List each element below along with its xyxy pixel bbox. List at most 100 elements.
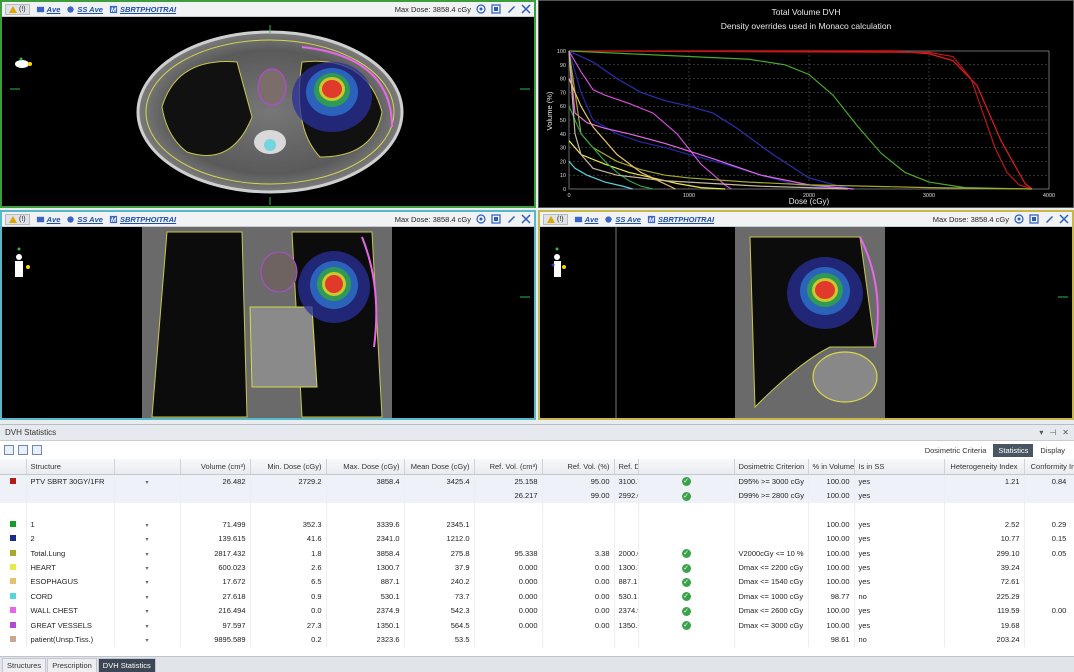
- fit-icon[interactable]: [491, 4, 501, 14]
- dropdown-icon[interactable]: ▾: [145, 479, 149, 486]
- tab-statistics[interactable]: Statistics: [993, 443, 1034, 457]
- dropdown-icon[interactable]: ▾: [145, 594, 149, 601]
- table-row[interactable]: PTV SBRT 30GY/1FR ▾ 26.482 2729.2 3858.4 3425…: [0, 474, 1074, 489]
- ss-ave-link[interactable]: SS Ave: [66, 215, 103, 224]
- dvh-curve[interactable]: [568, 50, 851, 190]
- table-row[interactable]: patient(Unsp.Tiss.) ▾ 9895.589 0.2 2323.6 53.…: [0, 632, 1074, 647]
- dvh-curve[interactable]: [568, 50, 732, 190]
- col-header[interactable]: Max. Dose (cGy): [326, 459, 405, 475]
- ave-link[interactable]: Ave: [574, 215, 598, 224]
- fit-icon[interactable]: [491, 214, 501, 224]
- dvh-curve[interactable]: [568, 105, 654, 190]
- dvh-curve[interactable]: [568, 50, 1033, 190]
- dvh-curve[interactable]: [568, 140, 726, 190]
- dvh-curve[interactable]: [568, 50, 855, 190]
- coronal-viewport[interactable]: (!) Ave SS Ave M SBRTPHOITRAI Max Dose: 3…: [0, 210, 536, 420]
- dropdown-icon[interactable]: ▾: [145, 522, 149, 529]
- tab-structures[interactable]: Structures: [2, 658, 47, 672]
- export-icon[interactable]: [4, 445, 14, 455]
- plan-link[interactable]: M SBRTPHOITRAI: [109, 214, 177, 224]
- table-row[interactable]: Total.Lung ▾ 2817.432 1.8 3858.4 275.8 95.338 3…: [0, 545, 1074, 561]
- col-header[interactable]: Ref. Vol. (cm³): [474, 459, 543, 475]
- pencil-icon[interactable]: [506, 4, 516, 14]
- table-row[interactable]: WALL CHEST ▾ 216.494 0.0 2374.9 542.3 0.000 0.0…: [0, 603, 1074, 618]
- panel-close-button[interactable]: ✕: [1062, 428, 1069, 437]
- cell-criterion: D99% >= 2800 cGy: [734, 488, 809, 503]
- col-header[interactable]: Structure: [26, 459, 115, 475]
- ss-ave-link[interactable]: SS Ave: [604, 215, 641, 224]
- dvh-curve[interactable]: [568, 78, 676, 190]
- col-header[interactable]: % in Volume: [808, 459, 855, 475]
- pencil-icon[interactable]: [506, 214, 516, 224]
- dropdown-icon[interactable]: ▾: [145, 551, 149, 558]
- copy-icon[interactable]: [18, 445, 28, 455]
- col-header[interactable]: Ref. Dose (cGy): [614, 459, 639, 475]
- cell-criterion: Dmax <= 2200 cGy: [734, 560, 809, 575]
- col-header[interactable]: Conformity Index: [1024, 459, 1074, 475]
- dvh-curve[interactable]: [568, 50, 1033, 190]
- check-icon: ✓: [681, 477, 691, 487]
- warning-button[interactable]: (!): [5, 213, 30, 225]
- dvh-curve[interactable]: [568, 50, 851, 190]
- fit-icon[interactable]: [1029, 214, 1039, 224]
- x-tick-label: 2000: [803, 193, 815, 199]
- crosshair-icon[interactable]: [521, 214, 531, 224]
- panel-menu-button[interactable]: ▾: [1039, 428, 1044, 437]
- table-row[interactable]: 1 ▾ 71.499 352.3 3339.6 2345.1 100.00 yes 2.52 0.…: [0, 517, 1074, 532]
- tab-prescription[interactable]: Prescription: [47, 658, 97, 672]
- table-row[interactable]: CORD ▾ 27.618 0.9 530.1 73.7 0.000 0.00 530.1 ✓ Dm…: [0, 589, 1074, 604]
- crosshair-icon[interactable]: [1059, 214, 1069, 224]
- col-header[interactable]: Min. Dose (cGy): [250, 459, 327, 475]
- col-header[interactable]: Volume (cm³): [180, 459, 251, 475]
- dvh-curve[interactable]: [569, 50, 1033, 190]
- crosshair-icon[interactable]: [521, 4, 531, 14]
- warning-icon: [9, 215, 17, 223]
- tab-dvh-statistics[interactable]: DVH Statistics: [97, 658, 156, 672]
- target-icon[interactable]: [476, 4, 486, 14]
- warning-button[interactable]: (!): [543, 213, 568, 225]
- tab-display[interactable]: Display: [1040, 445, 1065, 455]
- plan-link[interactable]: M SBRTPHOITRAI: [647, 214, 715, 224]
- target-icon[interactable]: [476, 214, 486, 224]
- dvh-curve[interactable]: [568, 161, 633, 190]
- document-icon[interactable]: [32, 445, 42, 455]
- dropdown-icon[interactable]: ▾: [145, 537, 149, 544]
- table-row[interactable]: GREAT VESSELS ▾ 97.597 27.3 1350.1 564.5 0.000…: [0, 617, 1074, 633]
- panel-pin-button[interactable]: ⊣: [1049, 428, 1057, 437]
- cell-conformity-index: 0.15: [1024, 531, 1074, 546]
- axial-viewport[interactable]: (!) Ave SS Ave M SBRTPHOITRAI Max Dose: 3…: [0, 0, 536, 208]
- pencil-icon[interactable]: [1044, 214, 1054, 224]
- dvh-curve[interactable]: [568, 50, 848, 190]
- dropdown-icon[interactable]: ▾: [145, 580, 149, 587]
- col-header[interactable]: Dosimetric Criterion: [734, 459, 809, 475]
- plan-link[interactable]: M SBRTPHOITRAI: [109, 4, 177, 14]
- cell-is-in-ss: yes: [854, 488, 945, 503]
- cell-volume: 139.615: [180, 531, 251, 546]
- table-row[interactable]: 2 ▾ 139.615 41.6 2341.0 1212.0 100.00 yes 10.77 0…: [0, 531, 1074, 546]
- warning-button[interactable]: (!): [5, 3, 30, 15]
- dvh-ylabel: Volume (%): [545, 91, 554, 130]
- ave-link[interactable]: Ave: [36, 215, 60, 224]
- table-row[interactable]: HEART ▾ 600.023 2.6 1300.7 37.9 0.000 0.00 1300.…: [0, 560, 1074, 575]
- ave-link[interactable]: Ave: [36, 5, 60, 14]
- target-icon[interactable]: [1014, 214, 1024, 224]
- ss-ave-link[interactable]: SS Ave: [66, 5, 103, 14]
- col-header[interactable]: Ref. Vol. (%): [542, 459, 615, 475]
- table-row[interactable]: ESOPHAGUS ▾ 17.672 6.5 887.1 240.2 0.000 0.00 88…: [0, 574, 1074, 590]
- cell-pct-in-volume: 100.00: [808, 488, 855, 503]
- sagittal-viewport[interactable]: (!) Ave SS Ave M SBRTPHOITRAI Max Dose: 3…: [538, 210, 1074, 420]
- dropdown-icon[interactable]: ▾: [145, 609, 149, 616]
- cell-criterion: V2000cGy <= 10 %: [734, 545, 809, 561]
- dropdown-icon[interactable]: ▾: [145, 637, 149, 644]
- col-header[interactable]: [638, 459, 735, 475]
- dropdown-icon[interactable]: ▾: [145, 623, 149, 630]
- tab-dosimetric-criteria[interactable]: Dosimetric Criteria: [924, 445, 987, 455]
- table-row[interactable]: [0, 502, 1074, 518]
- cell-conformity-index: [1024, 488, 1074, 503]
- col-header[interactable]: Mean Dose (cGy): [404, 459, 475, 475]
- dropdown-icon[interactable]: ▾: [145, 566, 149, 573]
- col-header[interactable]: Heterogeneity Index: [944, 459, 1025, 475]
- col-header[interactable]: Is in SS: [854, 459, 945, 475]
